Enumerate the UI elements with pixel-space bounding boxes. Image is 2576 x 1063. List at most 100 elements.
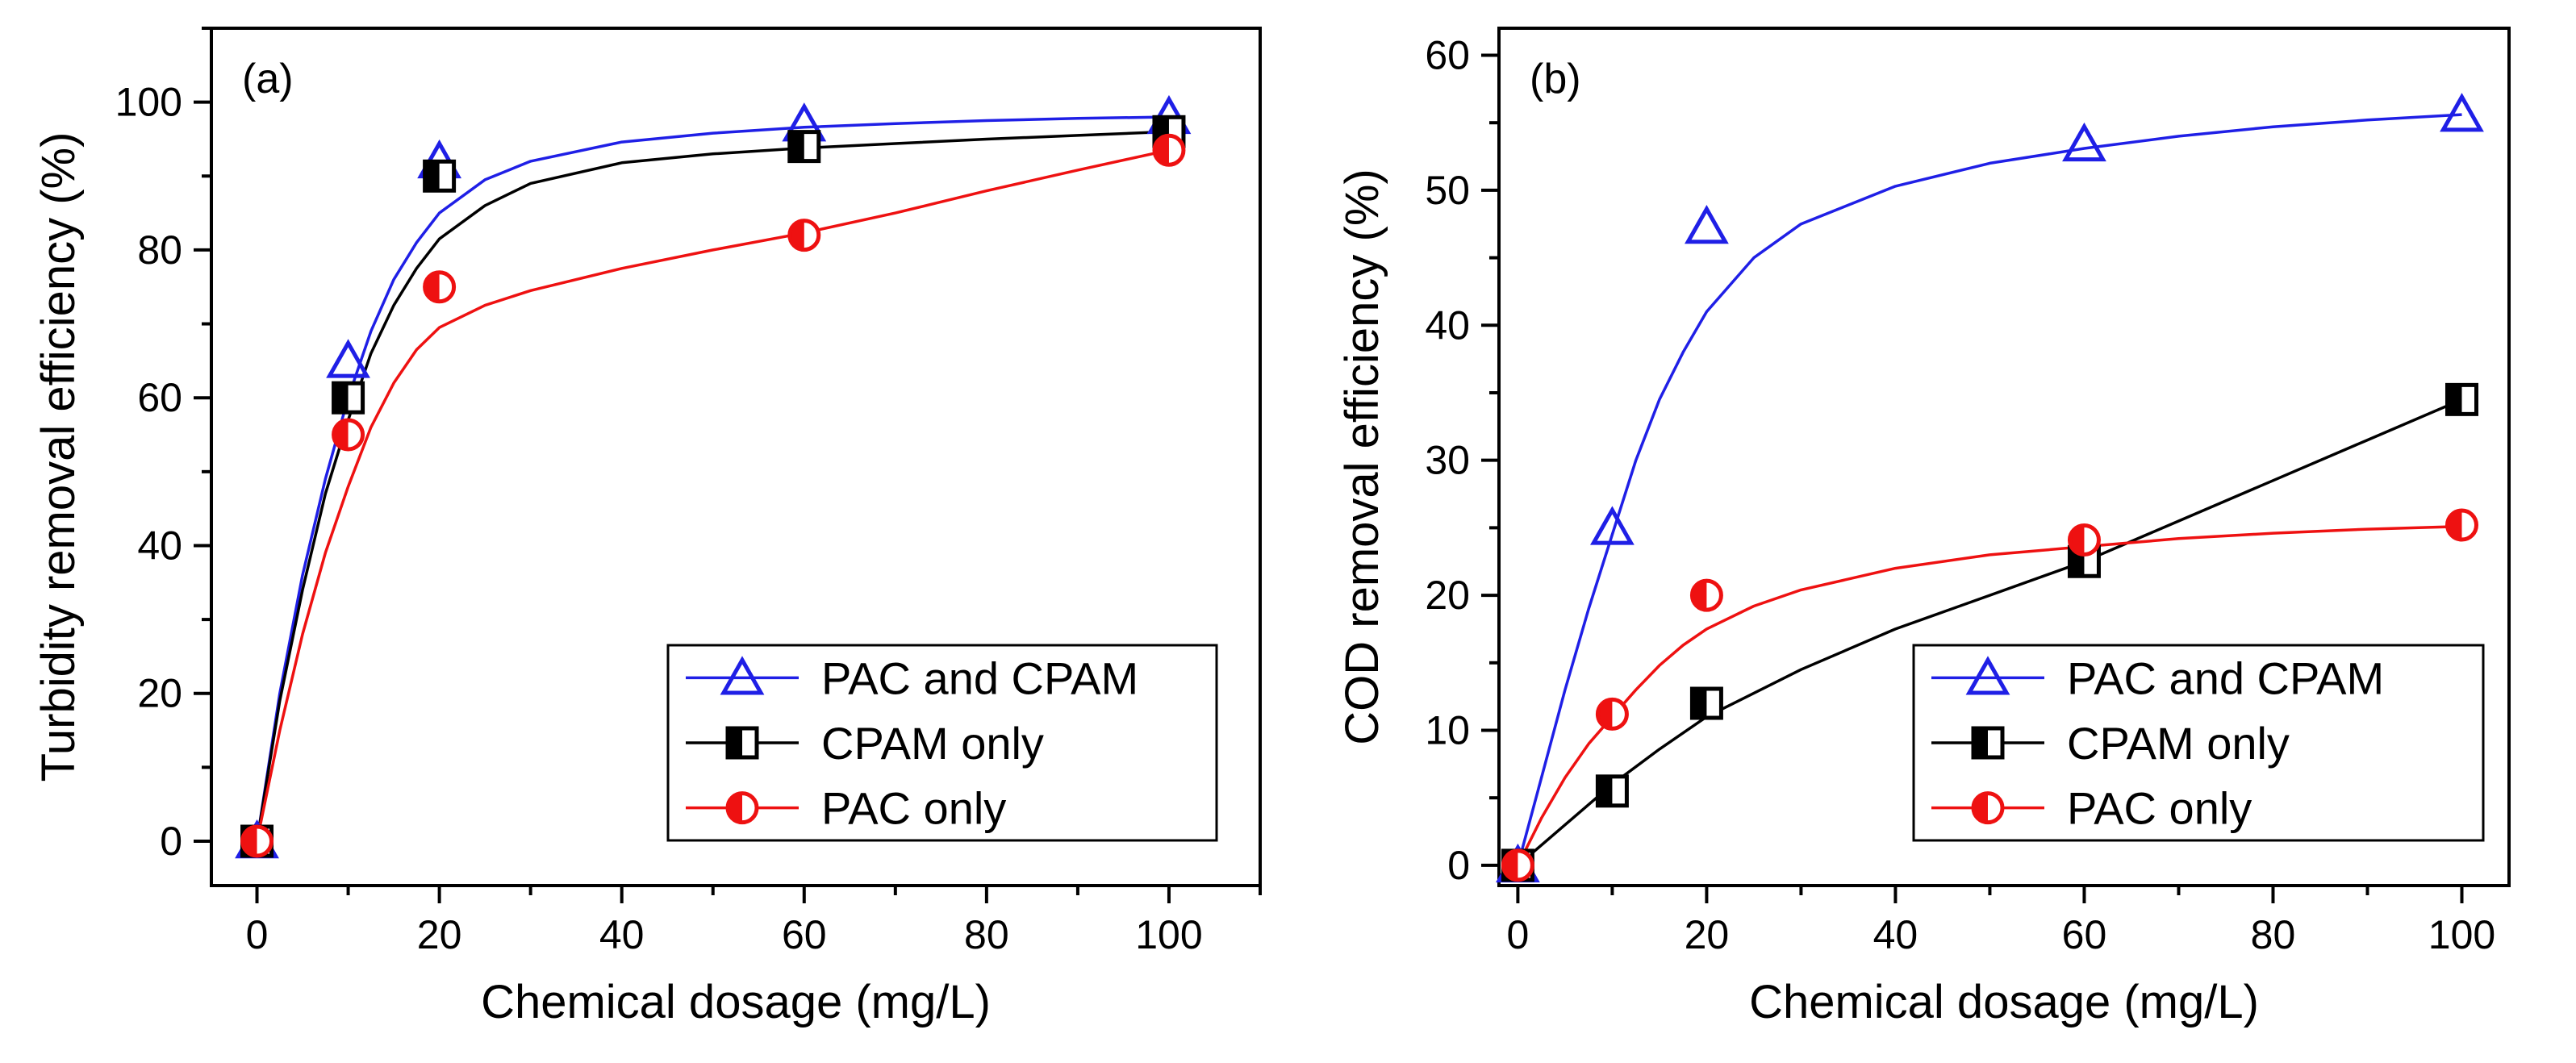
x-tick-label: 40 bbox=[599, 912, 645, 957]
x-axis-title: Chemical dosage (mg/L) bbox=[481, 976, 991, 1028]
data-point-cpam-only bbox=[1595, 774, 1629, 808]
legend-marker-pac-and-cpam bbox=[720, 656, 765, 695]
y-tick-label: 50 bbox=[1425, 168, 1470, 213]
legend-marker-pac-only bbox=[1971, 791, 2005, 825]
data-point-pac-and-cpam bbox=[2062, 122, 2106, 162]
plot-area bbox=[255, 115, 1170, 842]
x-tick-label: 100 bbox=[1135, 912, 1202, 957]
data-point-cpam-only-fill-left bbox=[1692, 689, 1707, 719]
data-point-cpam-only-fill-left bbox=[1597, 776, 1613, 806]
plot-frame bbox=[210, 27, 1262, 887]
chart-panel-b: 0 20 40 60 80 100 0 10 20 30 40 50 60 Chemical dosage… bbox=[1336, 27, 2511, 1028]
data-point-pac-and-cpam bbox=[1590, 506, 1635, 545]
data-point-cpam-only-fill-left bbox=[789, 131, 804, 161]
x-tick-label: 20 bbox=[1685, 912, 1730, 957]
y-tick-label: 10 bbox=[1425, 707, 1470, 752]
legend-label-pac-and-cpam: PAC and CPAM bbox=[821, 652, 1138, 703]
x-tick-label: 80 bbox=[964, 912, 1009, 957]
x-tick-label: 60 bbox=[782, 912, 827, 957]
legend-marker-cpam-only bbox=[725, 726, 759, 760]
legend: PAC and CPAM CPAM only PAC only bbox=[1912, 644, 2485, 842]
data-point-pac-only-outline bbox=[1689, 578, 1723, 612]
fit-line-cpam-only bbox=[255, 130, 1170, 842]
y-tick-label: 0 bbox=[1447, 843, 1470, 888]
x-tick-label: 40 bbox=[1873, 912, 1918, 957]
data-point-pac-and-cpam bbox=[2440, 93, 2484, 132]
y-tick-label: 20 bbox=[137, 671, 182, 716]
y-tick-label: 40 bbox=[137, 523, 182, 568]
plot-frame bbox=[1497, 27, 2511, 887]
x-tick-label: 60 bbox=[2062, 912, 2107, 957]
data-point-cpam-only bbox=[2444, 382, 2478, 416]
data-point-pac-only-outline bbox=[1152, 133, 1186, 167]
data-point-pac-only bbox=[2067, 523, 2101, 557]
y-axis-title: COD removal efficiency (%) bbox=[1336, 169, 1388, 744]
data-point-pac-only bbox=[2444, 508, 2478, 542]
legend-label-cpam-only: CPAM only bbox=[821, 718, 1044, 769]
fit-line-pac-only bbox=[1516, 524, 2462, 866]
legend-marker-cpam-only bbox=[1971, 726, 2005, 760]
data-point-pac-only-outline bbox=[240, 824, 274, 858]
legend-marker-pac-only-outline bbox=[1971, 791, 2005, 825]
x-tick-label: 20 bbox=[417, 912, 462, 957]
data-point-pac-only-outline bbox=[2444, 508, 2478, 542]
y-tick-label: 40 bbox=[1425, 302, 1470, 348]
data-point-pac-only bbox=[423, 270, 457, 304]
data-point-pac-only bbox=[1501, 848, 1534, 882]
data-point-cpam-only bbox=[332, 381, 365, 415]
data-point-pac-only bbox=[1595, 697, 1629, 731]
y-axis-title: Turbidity removal efficiency (%) bbox=[32, 132, 85, 782]
data-point-cpam-only bbox=[787, 130, 821, 164]
legend-marker-pac-and-cpam bbox=[1965, 656, 2010, 695]
x-tick-label: 0 bbox=[1506, 912, 1529, 957]
data-point-pac-only-outline bbox=[332, 418, 365, 452]
legend-marker-pac-only bbox=[725, 791, 759, 825]
data-point-pac-and-cpam bbox=[326, 339, 370, 378]
legend-marker-pac-only-outline bbox=[725, 791, 759, 825]
x-tick-label: 80 bbox=[2251, 912, 2296, 957]
data-point-pac-only bbox=[332, 418, 365, 452]
data-point-cpam-only bbox=[423, 159, 457, 193]
data-point-pac-only-outline bbox=[423, 270, 457, 304]
data-point-pac-only bbox=[240, 824, 274, 858]
y-tick-label: 60 bbox=[1425, 32, 1470, 77]
legend-label-cpam-only: CPAM only bbox=[2067, 718, 2290, 769]
legend-marker-cpam-only-outline bbox=[1971, 726, 2005, 760]
data-point-pac-only bbox=[1152, 133, 1186, 167]
data-point-cpam-only bbox=[1689, 686, 1723, 720]
data-point-pac-only bbox=[1689, 578, 1723, 612]
chart-panel-a: 0 20 40 60 80 100 0 20 40 60 80 100 Chemical dosage … bbox=[32, 27, 1262, 1028]
panel-label: (b) bbox=[1530, 56, 1581, 102]
legend-label-pac-and-cpam: PAC and CPAM bbox=[2067, 652, 2384, 703]
x-tick-label: 100 bbox=[2428, 912, 2495, 957]
data-point-cpam-only-outline bbox=[1595, 774, 1629, 808]
data-point-cpam-only-outline bbox=[332, 381, 365, 415]
data-point-cpam-only-outline bbox=[423, 159, 457, 193]
y-tick-label: 30 bbox=[1425, 438, 1470, 483]
data-point-pac-only-outline bbox=[2067, 523, 2101, 557]
x-tick-label: 0 bbox=[246, 912, 269, 957]
x-axis-title: Chemical dosage (mg/L) bbox=[1749, 976, 2259, 1028]
data-point-cpam-only-outline bbox=[1689, 686, 1723, 720]
panel-label: (a) bbox=[242, 56, 294, 102]
y-tick-label: 20 bbox=[1425, 573, 1470, 618]
y-tick-label: 100 bbox=[115, 80, 182, 125]
legend: PAC and CPAM CPAM only PAC only bbox=[666, 644, 1218, 842]
legend-marker-cpam-only-fill-left bbox=[728, 728, 742, 757]
data-point-cpam-only-fill-left bbox=[2447, 385, 2462, 415]
y-tick-label: 60 bbox=[137, 375, 182, 420]
y-tick-label: 0 bbox=[160, 819, 182, 864]
data-point-pac-only-outline bbox=[1501, 848, 1534, 882]
legend-label-pac-only: PAC only bbox=[821, 783, 1006, 834]
legend-marker-cpam-only-outline bbox=[725, 726, 759, 760]
data-point-pac-only bbox=[787, 219, 821, 252]
data-point-pac-only-outline bbox=[1595, 697, 1629, 731]
legend-label-pac-only: PAC only bbox=[2067, 783, 2252, 834]
fit-line-pac-and-cpam bbox=[255, 115, 1170, 842]
y-tick-label: 80 bbox=[137, 227, 182, 273]
data-point-cpam-only-fill-left bbox=[333, 383, 349, 413]
data-point-cpam-only-fill-left bbox=[424, 161, 440, 191]
data-point-pac-and-cpam bbox=[1685, 205, 1729, 244]
legend-marker-cpam-only-fill-left bbox=[1973, 728, 1988, 757]
